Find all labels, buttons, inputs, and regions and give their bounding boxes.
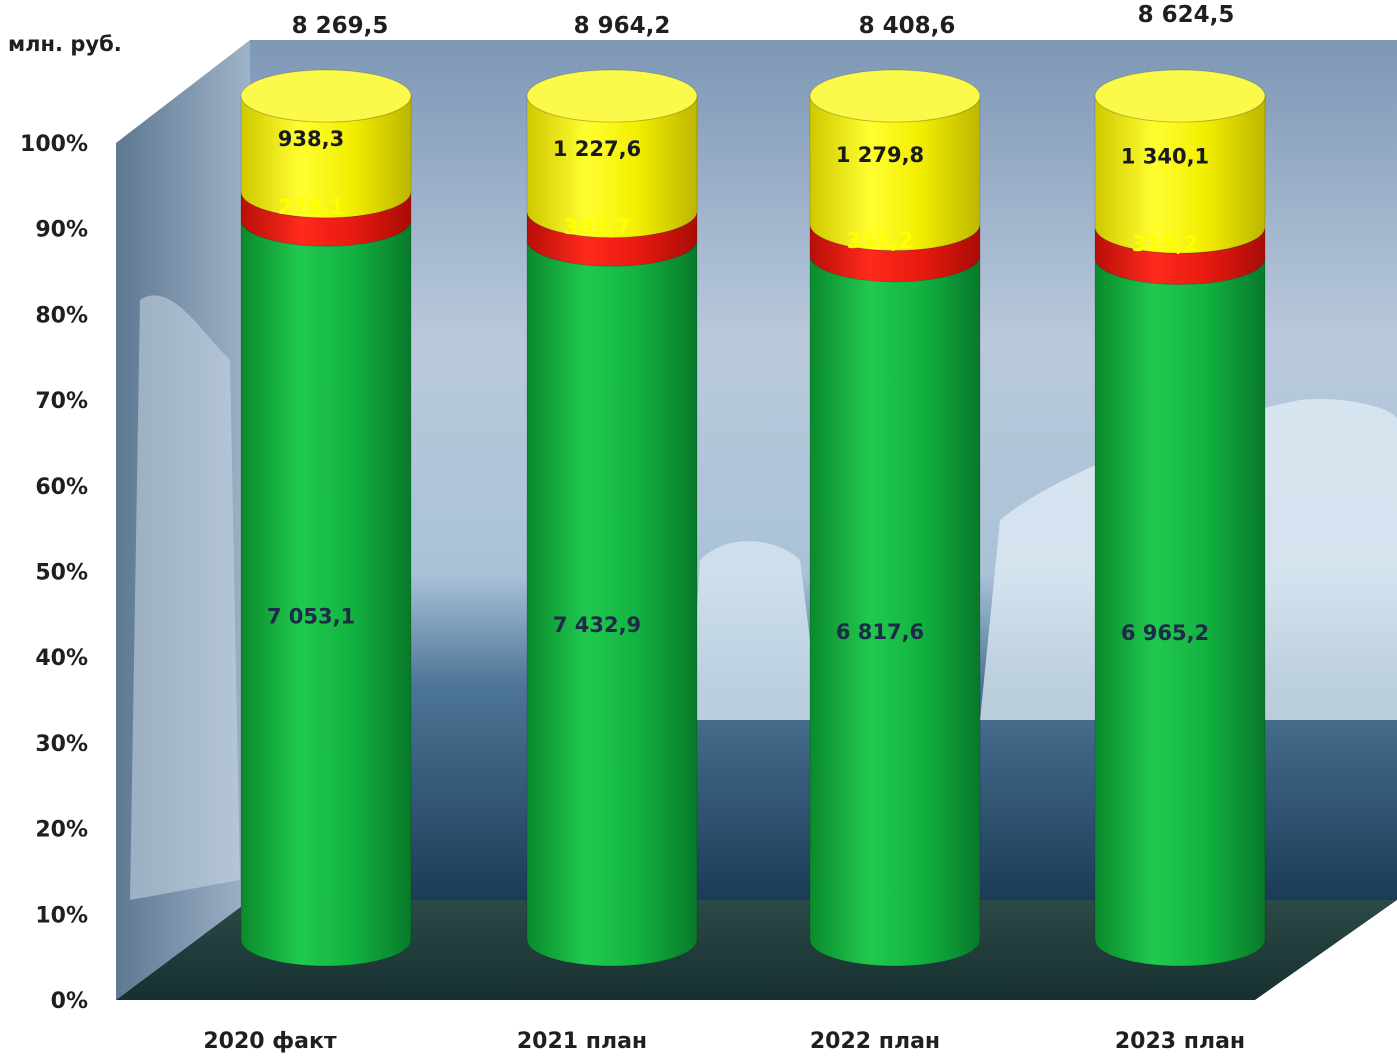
- x-axis: 2020 факт 2021 план 2022 план 2023 план: [203, 1029, 1245, 1054]
- y-tick-label: 60%: [35, 475, 88, 500]
- y-tick-label: 30%: [35, 732, 88, 757]
- data-label-top: 1 227,6: [553, 137, 641, 161]
- data-label-top: 1 279,8: [836, 143, 924, 167]
- total-label: 8 964,2: [574, 13, 671, 39]
- total-label: 8 408,6: [859, 13, 956, 39]
- y-tick-label: 90%: [35, 218, 88, 243]
- total-labels: 8 269,5 8 964,2 8 408,6 8 624,5: [292, 2, 1235, 39]
- y-tick-label: 0%: [51, 989, 88, 1014]
- y-tick-label: 80%: [35, 303, 88, 328]
- y-tick-label: 50%: [35, 561, 88, 586]
- data-label-middle: 278,1: [278, 195, 344, 219]
- bar-segment-bottom: [809, 255, 981, 967]
- y-tick-label: 70%: [35, 389, 88, 414]
- y-tick-label: 20%: [35, 818, 88, 843]
- bar-top-cap: [809, 69, 981, 123]
- bar-top-cap: [240, 69, 412, 123]
- total-label: 8 269,5: [292, 13, 389, 39]
- y-tick-label: 40%: [35, 646, 88, 671]
- bar-top-cap: [526, 69, 698, 123]
- total-label: 8 624,5: [1138, 2, 1235, 28]
- data-label-bottom: 7 053,1: [267, 604, 355, 628]
- data-label-middle: 319,2: [1132, 232, 1198, 256]
- data-label-bottom: 7 432,9: [553, 613, 641, 637]
- data-label-top: 938,3: [278, 127, 344, 151]
- iceberg-shape: [690, 541, 820, 720]
- y-tick-label: 10%: [35, 903, 88, 928]
- bar-top-cap: [1094, 69, 1266, 123]
- data-label-bottom: 6 965,2: [1121, 621, 1209, 645]
- data-label-middle: 311,2: [847, 229, 913, 253]
- data-label-middle: 303,7: [564, 215, 630, 239]
- bar-segment-bottom: [240, 220, 412, 967]
- bar-segment-bottom: [526, 240, 698, 967]
- x-tick-label: 2022 план: [810, 1029, 940, 1054]
- data-label-top: 1 340,1: [1121, 145, 1209, 169]
- y-tick-label: 100%: [20, 132, 88, 157]
- bar-segment-bottom: [1094, 258, 1266, 967]
- x-tick-label: 2023 план: [1115, 1029, 1245, 1054]
- y-axis: 0% 10% 20% 30% 40% 50% 60% 70% 80% 90% 100%: [20, 132, 88, 1014]
- unit-label: млн. руб.: [8, 32, 122, 56]
- data-label-bottom: 6 817,6: [836, 620, 924, 644]
- iceberg-shape: [130, 295, 240, 900]
- x-tick-label: 2021 план: [517, 1029, 647, 1054]
- bars: 7 053,1 278,1 938,3 7 432,9 303,7 1 227,6 6 81…: [240, 69, 1266, 967]
- x-tick-label: 2020 факт: [203, 1029, 336, 1054]
- floor: [116, 900, 1397, 1000]
